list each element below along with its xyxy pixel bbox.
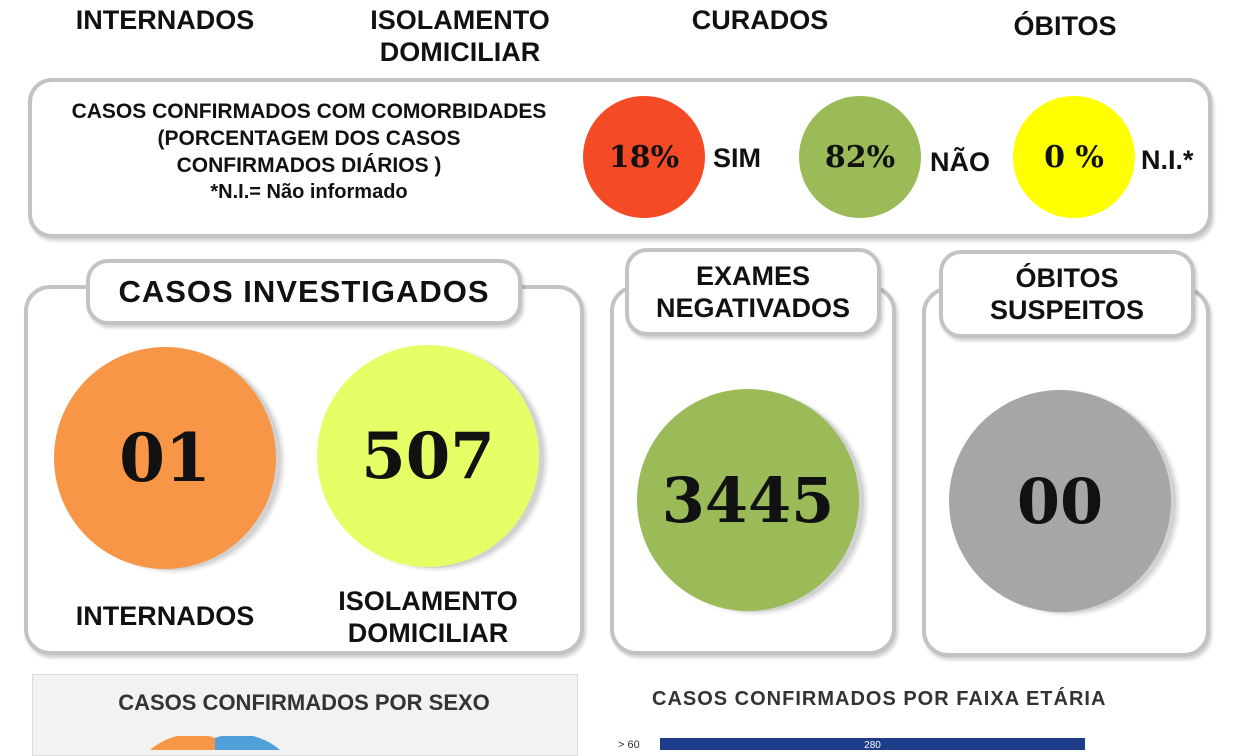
sexo-panel — [32, 674, 578, 756]
header-isolamento-line1: ISOLAMENTO — [370, 5, 550, 35]
sexo-title: CASOS CONFIRMADOS POR SEXO — [118, 690, 490, 715]
obitos-suspeitos-title-line2: SUSPEITOS — [989, 295, 1145, 325]
sexo-pie-slice-b — [215, 736, 280, 750]
obitos-suspeitos-circle: 00 — [949, 390, 1171, 612]
faixa-chart: > 60 280 — [618, 738, 1085, 750]
isolamento-caption: ISOLAMENTO DOMICILIAR — [303, 585, 553, 649]
comorbidade-nao-label: NÃO — [930, 147, 990, 177]
header-isolamento: ISOLAMENTO DOMICILIAR — [330, 4, 590, 68]
isolamento-caption-line1: ISOLAMENTO — [338, 586, 518, 616]
comorbidade-ni-circle: 0 % — [1013, 96, 1135, 218]
comorbidades-title: CASOS CONFIRMADOS COM COMORBIDADES (PORC… — [34, 98, 584, 206]
exames-title: EXAMES NEGATIVADOS — [625, 248, 881, 336]
faixa-bar-value: 280 — [864, 740, 881, 750]
comorbidade-sim-circle: 18% — [583, 96, 705, 218]
exames-title-line1: EXAMES — [695, 261, 811, 291]
investigados-title: CASOS INVESTIGADOS — [86, 259, 522, 325]
comorbidades-footnote: *N.I.= Não informado — [210, 181, 408, 203]
exames-circle: 3445 — [637, 389, 859, 611]
isolamento-caption-line2: DOMICILIAR — [347, 618, 509, 648]
header-isolamento-line2: DOMICILIAR — [379, 37, 541, 67]
faixa-category-label: > 60 — [618, 739, 640, 750]
faixa-chart-title: CASOS CONFIRMADOS POR FAIXA ETÁRIA — [652, 688, 1107, 710]
internados-caption: INTERNADOS — [75, 601, 255, 631]
internados-circle: 01 — [54, 347, 276, 569]
comorbidades-title-line3: CONFIRMADOS DIÁRIOS ) — [176, 154, 442, 177]
isolamento-circle: 507 — [317, 345, 539, 567]
faixa-bar — [660, 738, 1085, 750]
header-obitos: ÓBITOS — [1013, 11, 1117, 41]
obitos-suspeitos-title: ÓBITOS SUSPEITOS — [939, 250, 1195, 338]
comorbidades-title-line2: (PORCENTAGEM DOS CASOS — [157, 127, 461, 150]
obitos-suspeitos-title-line1: ÓBITOS — [1015, 263, 1119, 293]
comorbidade-nao-circle: 82% — [799, 96, 921, 218]
comorbidade-ni-label: N.I.* — [1141, 145, 1194, 175]
header-internados: INTERNADOS — [75, 5, 255, 35]
sexo-pie-chart — [150, 736, 280, 750]
comorbidades-title-line1: CASOS CONFIRMADOS COM COMORBIDADES — [71, 100, 547, 123]
comorbidade-sim-label: SIM — [713, 143, 762, 173]
header-curados: CURADOS — [691, 5, 829, 35]
sexo-pie-slice-a — [150, 736, 215, 750]
exames-title-line2: NEGATIVADOS — [655, 293, 850, 323]
